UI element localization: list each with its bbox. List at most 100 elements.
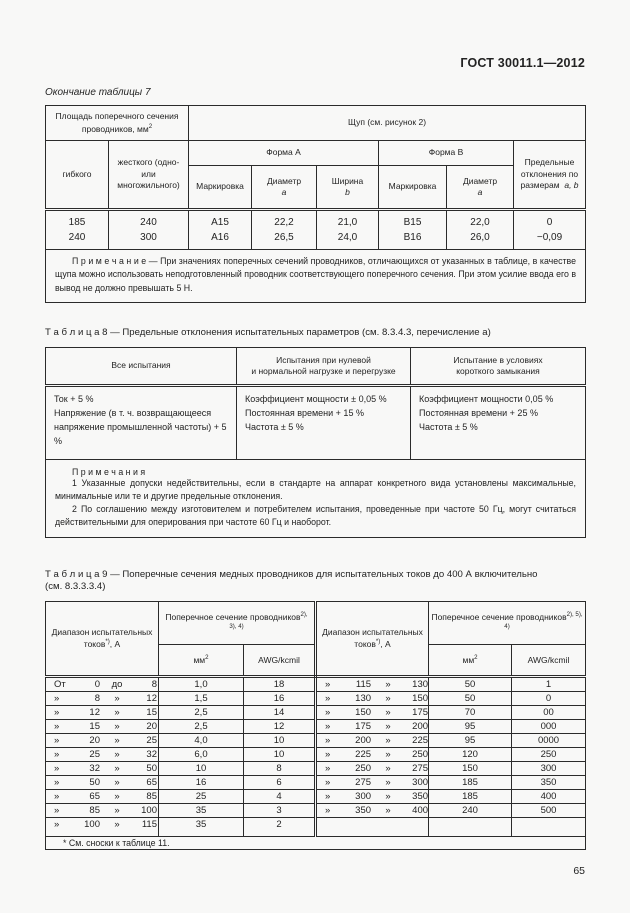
awg-cell: 500	[511, 803, 587, 819]
mm2-cell: 185	[428, 775, 513, 791]
current-range-cell: » 130» 150	[314, 691, 430, 707]
awg-cell: 8	[242, 761, 317, 777]
mm2-cell: 35	[158, 817, 244, 837]
awg-cell: 0	[511, 691, 587, 707]
header-probe: Щуп (см. рисунок 2)	[188, 105, 587, 141]
header-current-range-right: Диапазон испытательных токов*), А	[314, 601, 430, 679]
header-rigid: жесткого (одно- или многожильного)	[107, 140, 190, 211]
awg-cell: 16	[242, 691, 317, 707]
table8-header-row: Все испытания Испытания при нулевой и но…	[45, 347, 586, 388]
awg-cell: 18	[242, 676, 317, 693]
header-short-circuit-tests: Испытание в условиях короткого замыкания	[410, 347, 586, 388]
table9-header-row2: мм2 AWG/kcmil мм2 AWG/kcmil	[46, 644, 587, 679]
page-number: 65	[573, 865, 585, 878]
table7-header-row3: Маркировка Диаметр а Ширина b Маркировка Д…	[46, 165, 586, 211]
table8-notes-row: П р и м е ч а н и я 1 Указанные допуски …	[45, 458, 586, 538]
mm2-cell: 240	[428, 803, 513, 819]
mm2-cell: 50	[428, 691, 513, 707]
current-range-cell: » 65» 85	[45, 789, 159, 805]
header-flexible: гибкого	[45, 140, 109, 211]
header-mm2-left: мм2	[158, 644, 244, 679]
header-normal-load-tests: Испытания при нулевой и нормальной нагру…	[236, 347, 411, 388]
mm2-cell: 35	[158, 803, 244, 819]
awg-cell: 10	[242, 733, 317, 749]
awg-cell: 0000	[511, 733, 587, 749]
current-range-cell: » 225» 250	[314, 747, 430, 763]
header-form-b: Форма В	[378, 140, 515, 166]
table7-data-row: 185 240 240 300 A15 A16 22,2 26,5 21,0 2…	[45, 209, 587, 250]
table7-note-row: П р и м е ч а н и е — При значениях попе…	[44, 248, 587, 304]
current-range-cell: » 250» 275	[314, 761, 430, 777]
table9-title-line1: Т а б л и ц а 9 — Поперечные сечения мед…	[45, 568, 538, 580]
diameter-a-values: 22,2 26,5	[251, 209, 318, 250]
table7-header-row1: Площадь поперечного сечения проводников,…	[44, 105, 587, 141]
header-form-a: Форма А	[188, 140, 380, 166]
table7-header-row2: гибкого жесткого (одно- или многожильног…	[45, 140, 587, 211]
table9-data-row: » 8» 12 1,5 16 » 130» 150 50 0	[45, 691, 587, 707]
current-range-cell: » 8» 12	[45, 691, 159, 707]
standard-number: ГОСТ 30011.1—2012	[460, 56, 585, 70]
notes-label: П р и м е ч а н и я	[72, 466, 146, 477]
current-range-cell	[314, 817, 430, 837]
mm2-cell: 1,0	[158, 676, 244, 693]
current-range-cell: » 32» 50	[45, 761, 159, 777]
header-all-tests: Все испытания	[45, 347, 237, 388]
awg-cell: 400	[511, 789, 587, 805]
header-width-b: Ширина b	[316, 165, 380, 211]
awg-cell: 2	[242, 817, 317, 837]
mm2-cell: 1,5	[158, 691, 244, 707]
current-range-cell: » 300» 350	[314, 789, 430, 805]
table9-header-row1: Диапазон испытательных токов*), А Попере…	[45, 601, 587, 679]
current-range-cell: » 85» 100	[45, 803, 159, 819]
awg-cell: 350	[511, 775, 587, 791]
table8-notes: П р и м е ч а н и я 1 Указанные допуски …	[45, 458, 586, 538]
current-range-cell: » 100» 115	[45, 817, 159, 837]
awg-cell: 250	[511, 747, 587, 763]
awg-cell: 14	[242, 705, 317, 721]
current-range-cell: » 15» 20	[45, 719, 159, 735]
mm2-cell: 2,5	[158, 705, 244, 721]
marking-a-values: A15 A16	[188, 209, 253, 250]
current-range-cell: » 50» 65	[45, 775, 159, 791]
table9-footnote-row: * См. сноски к таблице 11.	[44, 835, 587, 851]
table7-probe-dimensions: Площадь поперечного сечения проводников,…	[44, 105, 587, 304]
mm2-cell: 95	[428, 719, 513, 735]
current-range-cell: » 25» 32	[45, 747, 159, 763]
awg-cell: 1	[511, 676, 587, 693]
table9-data-row: » 12» 15 2,5 14 » 150» 175 70 00	[45, 705, 587, 721]
width-b-values: 21,0 24,0	[316, 209, 380, 250]
mm2-cell: 16	[158, 775, 244, 791]
table7-continuation-label: Окончание таблицы 7	[45, 87, 151, 98]
normal-load-values: Коэффициент мощности ± 0,05 % Постоянная…	[236, 385, 411, 460]
table9-data-row: » 50» 65 16 6 » 275» 300 185 350	[45, 775, 587, 791]
table9-data-row: » 100» 115 35 2	[45, 817, 587, 837]
table9-data-row: » 32» 50 10 8 » 250» 275 150 300	[45, 761, 587, 777]
header-current-range-left: Диапазон испытательных токов*), А	[45, 601, 159, 679]
current-range-cell: » 150» 175	[314, 705, 430, 721]
mm2-cell: 150	[428, 761, 513, 777]
mm2-cell	[428, 817, 513, 837]
table8-title: Т а б л и ц а 8 — Предельные отклонения …	[45, 327, 491, 339]
deviation-values: 0 −0,09	[513, 209, 587, 250]
marking-b-values: B15 B16	[378, 209, 448, 250]
mm2-cell: 10	[158, 761, 244, 777]
table9-data-row: » 20» 25 4,0 10 » 200» 225 95 0000	[45, 733, 587, 749]
header-awg-right: AWG/kcmil	[511, 644, 587, 679]
note-1: 1 Указанные допуски недействительны, есл…	[55, 477, 576, 501]
mm2-cell: 6,0	[158, 747, 244, 763]
mm2-cell: 25	[158, 789, 244, 805]
header-limit-deviations: Предельные отклонения по размерам а, b	[513, 140, 587, 211]
area-rigid-values: 240 300	[107, 209, 190, 250]
all-tests-values: Ток + 5 % Напряжение (в т. ч. возвращающ…	[45, 385, 237, 460]
note-label: П р и м е ч а н и е —	[72, 256, 161, 266]
note-2: 2 По соглашению между изготовителем и по…	[55, 504, 576, 528]
header-conductor-area: Площадь поперечного сечения проводников,…	[44, 105, 190, 141]
mm2-cell: 4,0	[158, 733, 244, 749]
current-range-cell: » 175» 200	[314, 719, 430, 735]
header-marking-a: Маркировка	[188, 165, 253, 211]
header-mm2-right: мм2	[428, 644, 513, 679]
mm2-cell: 185	[428, 789, 513, 805]
awg-cell: 6	[242, 775, 317, 791]
header-cross-section-right: Поперечное сечение проводников2), 5), 4)	[428, 601, 587, 646]
